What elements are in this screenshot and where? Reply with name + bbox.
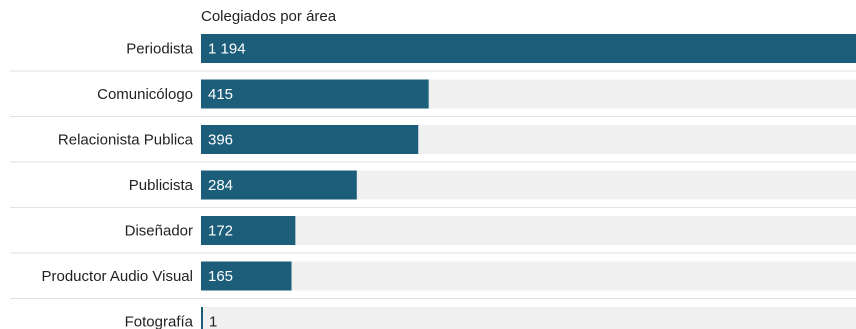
bar-track <box>201 307 856 329</box>
value-label: 415 <box>208 86 233 103</box>
bar <box>201 34 856 63</box>
value-label: 396 <box>208 132 233 149</box>
bar <box>201 79 429 109</box>
bar <box>201 125 419 154</box>
value-label: 165 <box>208 268 233 285</box>
chart-title: Colegiados por área <box>201 8 337 25</box>
category-label: Comunicólogo <box>97 86 193 103</box>
category-label: Productor Audio Visual <box>42 268 194 285</box>
category-label: Periodista <box>126 41 193 58</box>
bar-track <box>201 261 856 291</box>
value-label: 172 <box>208 223 233 240</box>
bar <box>201 170 357 200</box>
category-label: Relacionista Publica <box>58 132 194 149</box>
category-label: Publicista <box>129 177 194 194</box>
bar-track <box>201 216 856 245</box>
bar <box>201 307 203 329</box>
bar <box>201 216 296 245</box>
value-label: 1 <box>209 314 217 329</box>
value-label: 284 <box>208 177 233 194</box>
category-label: Fotografía <box>125 314 194 329</box>
value-label: 1 194 <box>208 41 246 58</box>
bar <box>201 261 292 291</box>
category-label: Diseñador <box>125 223 193 240</box>
